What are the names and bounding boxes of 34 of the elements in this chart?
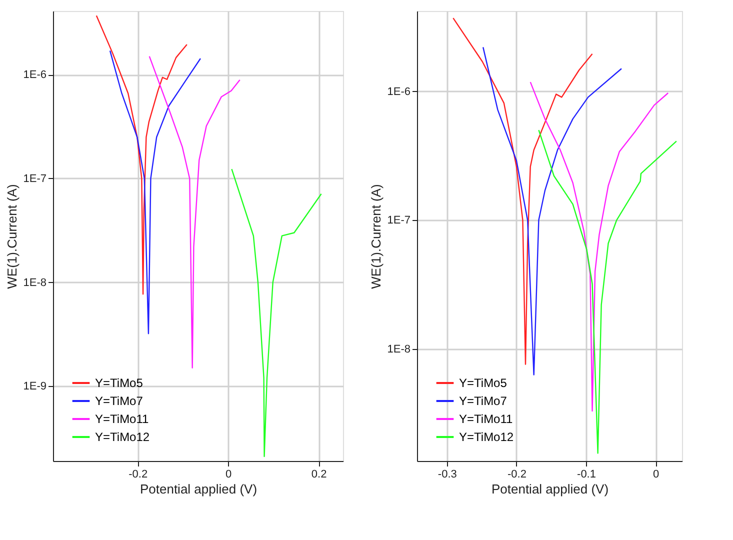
x-tick-label: 0 bbox=[653, 468, 660, 480]
x-tick-label: -0.1 bbox=[577, 468, 596, 480]
x-tick-label: 0.2 bbox=[311, 468, 327, 480]
line-series bbox=[109, 50, 202, 334]
y-tick-label: 1E-7 bbox=[387, 214, 410, 227]
y-axis-title: WE(1).Current (A) bbox=[4, 184, 20, 289]
x-tick-label: 0 bbox=[226, 468, 232, 480]
x-axis-title: Potential applied (V) bbox=[140, 482, 258, 496]
line-series bbox=[96, 15, 188, 295]
line-series bbox=[148, 56, 240, 368]
x-tick-label: -0.3 bbox=[438, 468, 457, 480]
x-tick-label: -0.2 bbox=[507, 468, 526, 480]
line-series bbox=[452, 17, 593, 365]
y-tick-label: 1E-9 bbox=[23, 380, 46, 393]
y-tick-label: 1E-6 bbox=[23, 69, 46, 82]
legend-label: Y=TiMo7 bbox=[459, 394, 508, 408]
y-tick-label: 1E-8 bbox=[387, 343, 410, 356]
legend-label: Y=TiMo11 bbox=[95, 412, 150, 426]
y-tick-label: 1E-6 bbox=[387, 86, 410, 98]
legend-label: Y=TiMo12 bbox=[459, 430, 514, 444]
legend-label: Y=TiMo7 bbox=[95, 394, 144, 408]
y-tick-label: 1E-7 bbox=[23, 172, 46, 185]
x-tick-label: -0.2 bbox=[128, 468, 148, 480]
line-series bbox=[538, 129, 678, 454]
line-series bbox=[482, 46, 622, 376]
legend-label: Y=TiMo5 bbox=[95, 376, 144, 390]
legend-label: Y=TiMo12 bbox=[95, 430, 150, 444]
legend-label: Y=TiMo5 bbox=[459, 376, 508, 390]
x-axis-title: Potential applied (V) bbox=[491, 482, 609, 496]
y-axis-title: WE(1).Current (A) bbox=[368, 184, 384, 289]
line-series bbox=[530, 81, 669, 412]
legend-label: Y=TiMo11 bbox=[459, 412, 514, 426]
line-series bbox=[231, 168, 322, 458]
y-tick-label: 1E-8 bbox=[23, 276, 46, 289]
